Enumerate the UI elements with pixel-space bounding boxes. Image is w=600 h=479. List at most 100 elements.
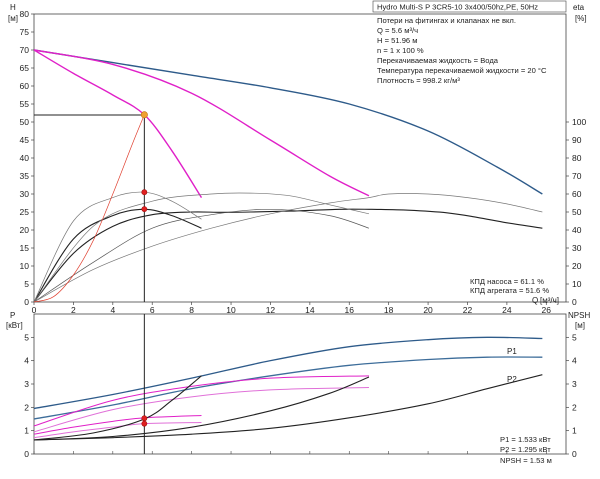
efficiency-curve xyxy=(33,192,370,303)
power-curves xyxy=(33,336,543,441)
x-tick-label: 20 xyxy=(423,305,433,315)
info-line-4: n = 1 x 100 % xyxy=(377,46,424,55)
power-marker xyxy=(141,415,148,422)
p2-power-curve xyxy=(33,356,543,420)
efficiency-marker xyxy=(141,189,148,196)
y2-tick-label: 70 xyxy=(572,171,582,181)
duty-point-marker xyxy=(140,111,148,119)
power-curve xyxy=(33,415,202,435)
x-tick-label: 6 xyxy=(150,305,155,315)
power-axis-ticks: 0 1 2 3 4 5 0 1 2 3 4 5 xyxy=(24,332,577,459)
y-tick-label: 10 xyxy=(20,261,30,271)
system-curve xyxy=(33,114,145,303)
eta-axis-unit: [%] xyxy=(575,14,587,23)
power-curve xyxy=(33,387,369,433)
power-axis-unit: [кВт] xyxy=(6,321,23,330)
y-tick-label: 30 xyxy=(20,189,30,199)
y2-tick-label: 50 xyxy=(572,207,582,217)
chart-title-box xyxy=(372,0,567,13)
y2-tick-label: 0 xyxy=(572,297,577,307)
power-values-info: P1 = 1.533 кВт P2 = 1.295 кВт NPSH = 1.5… xyxy=(500,435,552,465)
flow-axis-label: Q xyxy=(532,296,538,305)
info-line-2: Q = 5.6 м³/ч xyxy=(377,26,418,35)
power-tick-label: 1 xyxy=(24,426,29,436)
p2-series-label: P2 xyxy=(507,375,517,384)
power-duty-markers xyxy=(141,314,148,454)
power-tick-label: 5 xyxy=(24,332,29,342)
npsh-tick-label: 3 xyxy=(572,379,577,389)
y2-tick-label: 90 xyxy=(572,135,582,145)
y2-tick-label: 80 xyxy=(572,153,582,163)
npsh-tick-label: 0 xyxy=(572,449,577,459)
info-line-3: H = 51.96 м xyxy=(377,36,417,45)
unit-efficiency-text: КПД агрегата = 51.6 % xyxy=(470,286,549,295)
y-tick-label: 55 xyxy=(20,99,30,109)
efficiency-info: КПД насоса = 61.1 % КПД агрегата = 51.6 … xyxy=(470,277,549,295)
power-plot-area xyxy=(33,313,567,455)
power-tick-label: 2 xyxy=(24,402,29,412)
x-tick-label: 18 xyxy=(384,305,394,315)
head-curve xyxy=(33,49,370,197)
duty-markers xyxy=(34,111,148,302)
y-tick-label: 0 xyxy=(24,297,29,307)
p2-value-text: P2 = 1.295 кВт xyxy=(500,445,551,454)
flow-axis-unit: [м³/ч] xyxy=(540,296,559,305)
power-curve xyxy=(33,375,369,427)
x-tick-label: 14 xyxy=(305,305,315,315)
x-tick-label: 4 xyxy=(110,305,115,315)
x-tick-label: 2 xyxy=(71,305,76,315)
x-tick-label: 26 xyxy=(542,305,552,315)
npsh-value-text: NPSH = 1.53 м xyxy=(500,456,552,465)
npsh-axis-unit: [м] xyxy=(575,321,585,330)
p1-power-curve xyxy=(33,336,543,410)
eta-axis-label: eta xyxy=(573,3,585,12)
info-line-5: Перекачиваемая жидкость = Вода xyxy=(377,56,499,65)
y-tick-label: 40 xyxy=(20,153,30,163)
head-axis-ticks: 0 2 4 6 8 10 12 14 16 18 20 22 24 2605101520253035404… xyxy=(20,9,587,315)
y-tick-label: 35 xyxy=(20,171,30,181)
x-tick-label: 12 xyxy=(266,305,276,315)
power-marker xyxy=(141,420,148,427)
power-tick-label: 3 xyxy=(24,379,29,389)
y-tick-label: 70 xyxy=(20,45,30,55)
y-tick-label: 65 xyxy=(20,63,30,73)
x-tick-label: 22 xyxy=(463,305,473,315)
x-tick-label: 24 xyxy=(502,305,512,315)
chart-title: Hydro Multi-S P 3CR5-10 3x400/50hz,PE, 5… xyxy=(377,3,538,12)
info-line-1: Потери на фитингах и клапанах не вкл. xyxy=(377,16,516,25)
efficiency-curve xyxy=(33,208,202,303)
info-line-7: Плотность = 998.2 кг/м³ xyxy=(377,76,460,85)
head-curves xyxy=(33,49,543,303)
power-tick-label: 0 xyxy=(24,449,29,459)
efficiency-marker xyxy=(141,206,148,213)
y-tick-label: 25 xyxy=(20,207,30,217)
y-tick-label: 5 xyxy=(24,279,29,289)
y2-tick-label: 10 xyxy=(572,279,582,289)
y-tick-label: 15 xyxy=(20,243,30,253)
head-axis-label: H xyxy=(10,3,16,12)
x-tick-label: 0 xyxy=(32,305,37,315)
y-tick-label: 45 xyxy=(20,135,30,145)
y2-tick-label: 20 xyxy=(572,261,582,271)
npsh-axis-label: NPSH xyxy=(568,311,590,320)
p1-value-text: P1 = 1.533 кВт xyxy=(500,435,551,444)
y-tick-label: 20 xyxy=(20,225,30,235)
p1-series-label: P1 xyxy=(507,347,517,356)
efficiency-curve xyxy=(33,208,543,303)
y-tick-label: 75 xyxy=(20,27,30,37)
y2-tick-label: 60 xyxy=(572,189,582,199)
x-tick-label: 8 xyxy=(189,305,194,315)
power-axis-label: P xyxy=(10,311,15,320)
npsh-tick-label: 4 xyxy=(572,356,577,366)
npsh-tick-label: 1 xyxy=(572,426,577,436)
duty-point-info: Потери на фитингах и клапанах не вкл. Q … xyxy=(377,16,547,85)
npsh-curve xyxy=(33,376,370,441)
head-curve xyxy=(33,49,203,198)
npsh-tick-label: 2 xyxy=(572,402,577,412)
y-tick-label: 80 xyxy=(20,9,30,19)
pump-efficiency-text: КПД насоса = 61.1 % xyxy=(470,277,544,286)
y2-tick-label: 30 xyxy=(572,243,582,253)
efficiency-curve xyxy=(33,191,202,303)
